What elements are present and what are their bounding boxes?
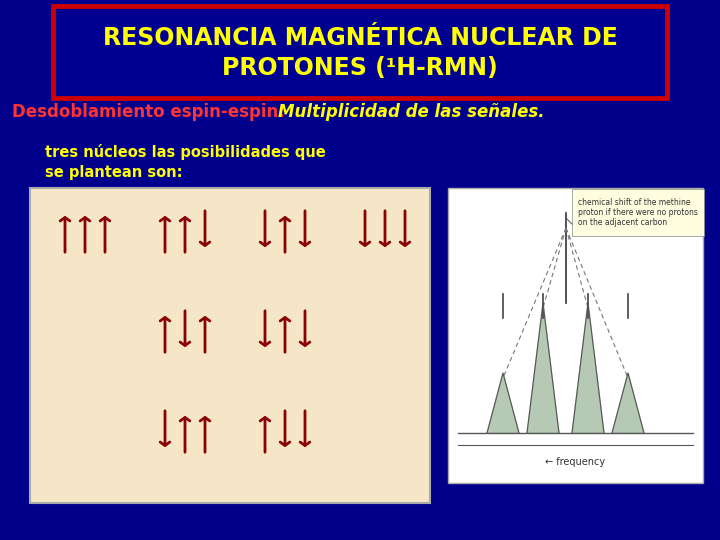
Text: PROTONES (¹H-RMN): PROTONES (¹H-RMN) <box>222 56 498 80</box>
Polygon shape <box>612 373 644 433</box>
Text: tres núcleos las posibilidades que: tres núcleos las posibilidades que <box>45 144 325 160</box>
Text: se plantean son:: se plantean son: <box>45 165 182 179</box>
Bar <box>30 188 430 503</box>
Bar <box>448 188 703 483</box>
Polygon shape <box>572 303 604 433</box>
Polygon shape <box>487 373 519 433</box>
Text: RESONANCIA MAGNÉTICA NUCLEAR DE: RESONANCIA MAGNÉTICA NUCLEAR DE <box>102 26 618 50</box>
Text: chemical shift of the methine
proton if there were no protons
on the adjacent ca: chemical shift of the methine proton if … <box>578 198 698 227</box>
Text: Desdoblamiento espin-espin:: Desdoblamiento espin-espin: <box>12 103 291 121</box>
Polygon shape <box>527 303 559 433</box>
Text: ← frequency: ← frequency <box>545 457 605 467</box>
FancyBboxPatch shape <box>572 189 704 236</box>
FancyBboxPatch shape <box>53 6 667 98</box>
Text: Multiplicidad de las señales.: Multiplicidad de las señales. <box>278 103 544 121</box>
